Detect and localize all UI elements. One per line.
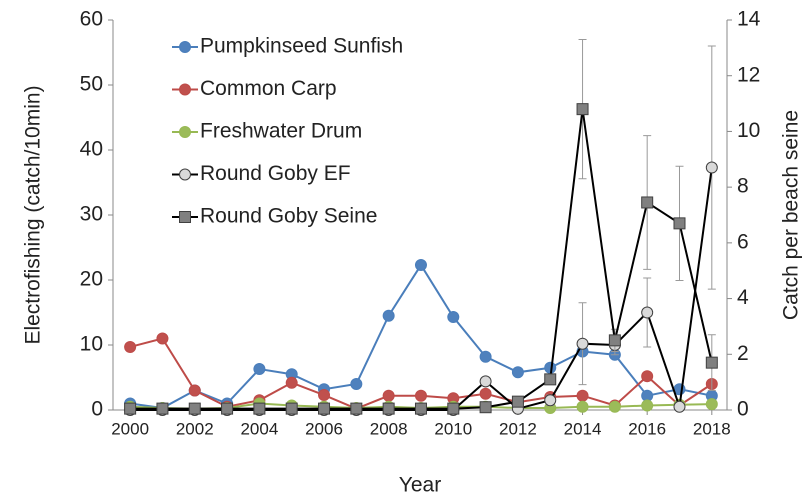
marker	[414, 389, 427, 402]
marker	[447, 402, 460, 415]
x-tick-label: 2010	[434, 419, 472, 438]
y2-tick-label: 4	[737, 286, 749, 309]
marker	[414, 402, 427, 415]
marker	[253, 402, 266, 415]
marker	[479, 401, 492, 414]
legend-marker	[179, 211, 191, 223]
marker	[705, 161, 718, 174]
marker	[608, 400, 621, 413]
x-tick-label: 2018	[693, 419, 731, 438]
x-tick-label: 2012	[499, 419, 537, 438]
marker	[350, 378, 363, 390]
marker	[382, 402, 395, 415]
y2-tick-label: 0	[737, 398, 749, 421]
marker	[641, 196, 654, 209]
y2-tick-label: 14	[737, 8, 761, 31]
marker	[156, 402, 169, 415]
legend-label: Common Carp	[200, 77, 337, 100]
marker	[641, 370, 654, 383]
legend-marker	[179, 41, 191, 53]
marker	[641, 399, 654, 412]
marker	[318, 389, 331, 402]
y2-tick-label: 8	[737, 175, 749, 198]
legend-label: Freshwater Drum	[200, 120, 362, 143]
marker	[576, 389, 589, 402]
marker	[673, 217, 686, 230]
legend-marker	[179, 168, 191, 181]
marker	[188, 402, 201, 415]
legend-marker	[179, 83, 191, 96]
marker	[479, 375, 492, 388]
marker	[479, 350, 492, 363]
y2-tick-label: 2	[737, 342, 749, 365]
legend-label: Pumpkinseed Sunfish	[200, 35, 403, 58]
marker	[576, 103, 589, 116]
y-tick-label: 0	[91, 398, 103, 421]
marker	[608, 334, 621, 347]
marker	[318, 402, 331, 415]
marker	[285, 402, 298, 415]
y-tick-label: 10	[80, 333, 103, 356]
marker	[641, 306, 654, 319]
marker	[124, 402, 137, 415]
y2-tick-label: 12	[737, 63, 760, 86]
y-tick-label: 60	[80, 8, 103, 31]
legend-label: Round Goby Seine	[200, 205, 377, 228]
marker	[221, 402, 234, 415]
x-tick-label: 2002	[176, 419, 214, 438]
marker	[382, 389, 395, 402]
marker	[479, 387, 492, 400]
y2-tick-label: 10	[737, 119, 760, 142]
x-tick-label: 2004	[240, 419, 278, 438]
marker	[576, 400, 589, 413]
marker	[414, 259, 427, 272]
x-tick-label: 2016	[628, 419, 666, 438]
y2-axis-title: Catch per beach seine	[780, 110, 803, 320]
y-tick-label: 30	[80, 203, 103, 226]
marker	[705, 356, 718, 369]
x-tick-label: 2014	[564, 419, 602, 438]
marker	[576, 337, 589, 350]
x-tick-label: 2008	[370, 419, 408, 438]
marker	[253, 363, 266, 376]
marker	[447, 311, 460, 324]
marker	[188, 384, 201, 397]
y-tick-label: 20	[80, 268, 103, 291]
y-tick-label: 50	[80, 73, 103, 96]
marker	[350, 402, 363, 415]
marker	[156, 332, 169, 345]
x-tick-label: 2006	[305, 419, 343, 438]
marker	[511, 395, 524, 408]
legend-label: Round Goby EF	[200, 162, 351, 185]
legend-marker	[179, 126, 191, 138]
marker	[544, 394, 557, 407]
y-tick-label: 40	[80, 138, 103, 161]
marker	[705, 398, 718, 411]
marker	[382, 309, 395, 322]
x-axis-title: Year	[399, 474, 441, 497]
series-line	[130, 109, 713, 410]
marker	[673, 400, 686, 413]
y-axis-title: Electrofishing (catch/10min)	[22, 85, 45, 344]
marker	[544, 373, 557, 386]
marker	[511, 366, 524, 379]
y2-tick-label: 6	[737, 230, 749, 253]
marker	[124, 340, 137, 353]
marker	[285, 376, 298, 389]
x-tick-label: 2000	[111, 419, 149, 438]
